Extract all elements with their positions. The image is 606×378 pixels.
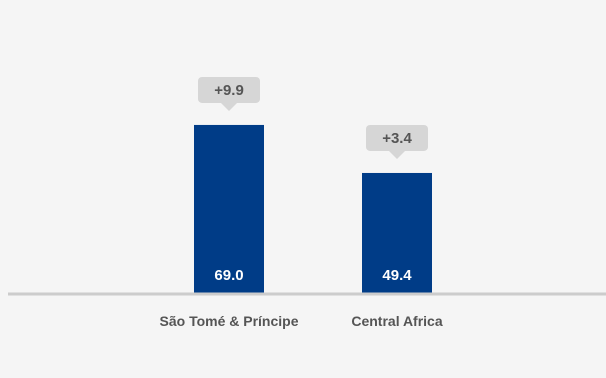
- change-label-1: +3.4: [382, 130, 412, 147]
- change-callout-1: +3.4: [366, 124, 428, 159]
- change-callout-pointer-0: [221, 102, 237, 111]
- bar-0: [194, 124, 264, 294]
- labels-layer: 69.0 +9.9 São Tomé & Príncipe 49.4 +3.4 Centr…: [160, 76, 443, 329]
- category-label-1: Central Africa: [351, 313, 443, 329]
- bars-layer: [194, 124, 432, 294]
- change-callout-box-0: [198, 76, 260, 103]
- bar-value-label-1: 49.4: [382, 267, 412, 284]
- change-label-0: +9.9: [214, 82, 244, 99]
- category-label-0: São Tomé & Príncipe: [160, 313, 299, 329]
- change-callout-box-1: [366, 124, 428, 151]
- change-callout-pointer-1: [389, 150, 405, 159]
- bar-1: [362, 172, 432, 294]
- change-callout-0: +9.9: [198, 76, 260, 111]
- bar-value-label-0: 69.0: [214, 267, 243, 284]
